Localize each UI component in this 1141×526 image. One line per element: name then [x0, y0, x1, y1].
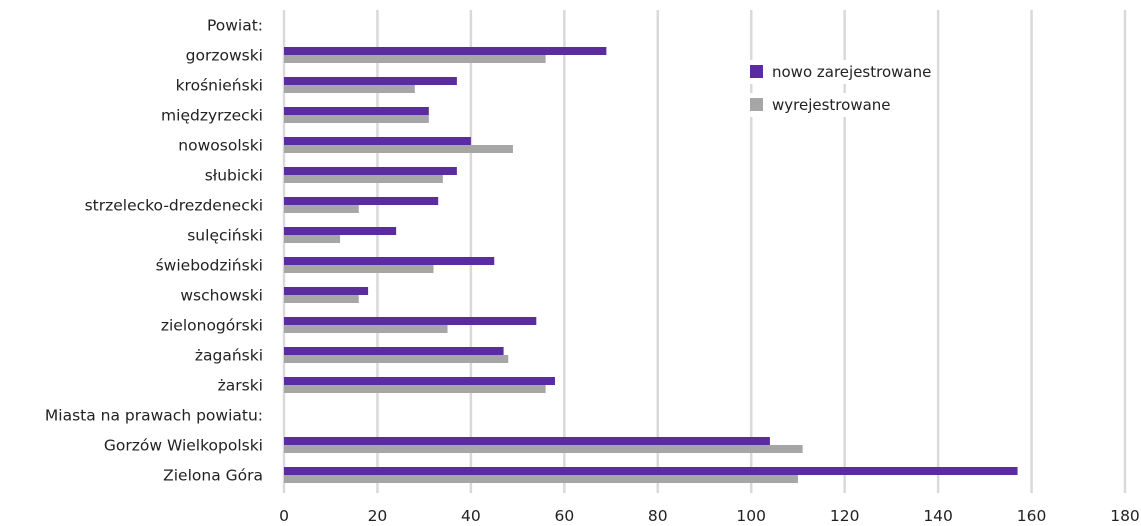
x-tick-label: 60 [554, 507, 574, 525]
category-label: żarski [218, 377, 263, 395]
category-label: świebodziński [156, 257, 263, 275]
bar-nowo-zarejestrowane [284, 467, 1018, 475]
category-label: Miasta na prawach powiatu: [45, 407, 263, 425]
bar-nowo-zarejestrowane [284, 377, 555, 385]
bar-wyrejestrowane [284, 175, 443, 183]
category-label: zielonogórski [161, 317, 263, 335]
legend-background [740, 93, 920, 117]
bar-wyrejestrowane [284, 85, 415, 93]
x-tick-label: 40 [461, 507, 481, 525]
x-axis-ticks: 0 20 40 60 80 100 120 140 160 180 [279, 507, 1140, 525]
bar-wyrejestrowane [284, 265, 434, 273]
category-label: Zielona Góra [163, 467, 263, 485]
bar-wyrejestrowane [284, 235, 341, 243]
x-tick-label: 100 [736, 507, 766, 525]
x-tick-label: 0 [279, 507, 289, 525]
bar-nowo-zarejestrowane [284, 257, 495, 265]
category-label: strzelecko-drezdenecki [85, 197, 263, 215]
bar-wyrejestrowane [284, 295, 359, 303]
bars [284, 47, 1018, 483]
x-tick-label: 20 [368, 507, 388, 525]
category-label: sulęciński [187, 227, 263, 245]
bar-nowo-zarejestrowane [284, 437, 770, 445]
bar-nowo-zarejestrowane [284, 347, 504, 355]
bar-nowo-zarejestrowane [284, 197, 439, 205]
bar-nowo-zarejestrowane [284, 137, 471, 145]
bar-wyrejestrowane [284, 145, 513, 153]
bar-wyrejestrowane [284, 355, 509, 363]
bar-wyrejestrowane [284, 115, 429, 123]
category-label: Gorzów Wielkopolski [104, 437, 263, 455]
x-tick-label: 140 [923, 507, 953, 525]
bar-nowo-zarejestrowane [284, 227, 397, 235]
x-tick-label: 160 [1017, 507, 1047, 525]
bar-wyrejestrowane [284, 475, 798, 483]
bar-wyrejestrowane [284, 445, 803, 453]
bar-nowo-zarejestrowane [284, 167, 457, 175]
bar-wyrejestrowane [284, 325, 448, 333]
legend-label: wyrejestrowane [772, 96, 891, 114]
legend-swatch [750, 98, 763, 111]
bar-nowo-zarejestrowane [284, 317, 537, 325]
category-label: krośnieński [176, 77, 263, 95]
x-tick-label: 80 [648, 507, 668, 525]
legend-swatch [750, 65, 763, 78]
category-label: słubicki [205, 167, 263, 185]
bar-wyrejestrowane [284, 55, 546, 63]
bar-wyrejestrowane [284, 385, 546, 393]
x-tick-label: 180 [1110, 507, 1140, 525]
category-label: wschowski [180, 287, 263, 305]
category-labels: Powiat: gorzowski krośnieński międzyrzecki n… [45, 17, 263, 485]
bar-nowo-zarejestrowane [284, 47, 607, 55]
bar-nowo-zarejestrowane [284, 107, 429, 115]
bar-nowo-zarejestrowane [284, 77, 457, 85]
bar-nowo-zarejestrowane [284, 287, 369, 295]
category-label: żagański [195, 347, 263, 365]
category-label: nowosolski [178, 137, 263, 155]
category-label: międzyrzecki [161, 107, 263, 125]
legend-background [740, 60, 920, 84]
category-label: Powiat: [207, 17, 263, 35]
legend-label: nowo zarejestrowane [772, 63, 931, 81]
bar-wyrejestrowane [284, 205, 359, 213]
legend: nowo zarejestrowane wyrejestrowane [740, 60, 931, 117]
x-tick-label: 120 [830, 507, 860, 525]
category-label: gorzowski [186, 47, 263, 65]
